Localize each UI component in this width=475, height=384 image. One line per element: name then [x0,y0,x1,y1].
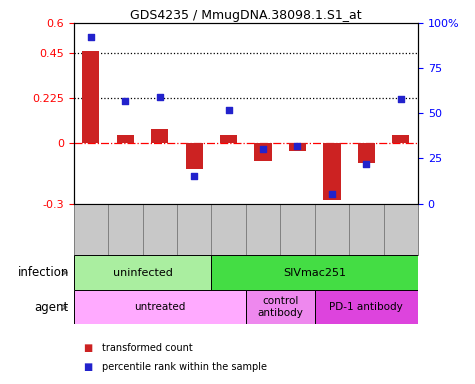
Text: infection: infection [18,266,69,279]
Point [362,161,370,167]
Bar [246,290,314,324]
Text: untreated: untreated [134,302,185,312]
Text: ■: ■ [83,362,92,372]
Text: ■: ■ [83,343,92,353]
Point [397,96,405,102]
Bar [74,255,211,290]
Point [225,107,232,113]
Point [328,192,336,198]
Bar [323,143,341,200]
Title: GDS4235 / MmugDNA.38098.1.S1_at: GDS4235 / MmugDNA.38098.1.S1_at [130,9,361,22]
Bar [358,143,375,164]
Point [122,98,129,104]
Bar [186,143,203,169]
Bar [74,290,246,324]
Bar [151,129,168,143]
Text: SIVmac251: SIVmac251 [283,268,346,278]
Bar [117,135,134,143]
Point [87,35,95,41]
Text: uninfected: uninfected [113,268,172,278]
Bar [211,255,418,290]
Point [294,143,301,149]
Text: PD-1 antibody: PD-1 antibody [330,302,403,312]
Text: control
antibody: control antibody [257,296,303,318]
Bar [289,143,306,151]
Bar [392,135,409,143]
Bar [255,143,272,161]
Text: transformed count: transformed count [102,343,193,353]
Bar [220,135,237,143]
Point [156,94,163,100]
Bar [314,290,418,324]
Text: percentile rank within the sample: percentile rank within the sample [102,362,267,372]
Text: agent: agent [35,301,69,314]
Bar [82,51,99,143]
Point [259,146,267,152]
Point [190,174,198,180]
